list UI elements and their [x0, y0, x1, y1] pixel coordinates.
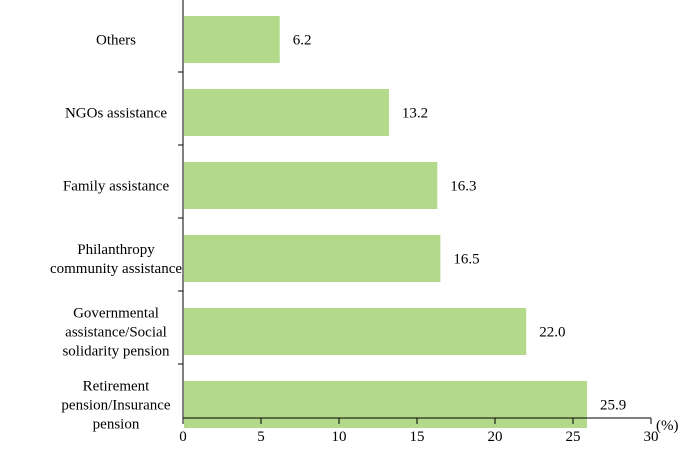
value-label-2: 16.3	[450, 179, 476, 195]
x-tick-label-6: 30	[644, 429, 659, 445]
x-tick-label-1: 5	[257, 429, 265, 445]
category-label-1: NGOs assistance	[65, 106, 167, 122]
bar-4	[184, 308, 527, 355]
x-tick-label-4: 20	[488, 429, 503, 445]
value-label-4: 22.0	[539, 325, 565, 341]
value-label-1: 13.2	[402, 106, 428, 122]
category-label-5: Retirement pension/Insurance pension	[61, 379, 170, 433]
bar-5	[184, 381, 588, 428]
bar-2	[184, 162, 438, 209]
axes	[178, 0, 652, 424]
x-tick-label-2: 10	[332, 429, 347, 445]
value-label-0: 6.2	[293, 33, 312, 49]
category-label-4: Governmental assistance/Social solidarity …	[62, 306, 170, 360]
category-label-0: Others	[96, 33, 136, 49]
value-label-5: 25.9	[600, 398, 626, 414]
x-tick-label-0: 0	[179, 429, 187, 445]
category-label-3: Philanthropy community assistance	[50, 242, 182, 277]
category-label-2: Family assistance	[63, 179, 170, 195]
x-tick-label-5: 25	[566, 429, 581, 445]
bar-0	[184, 16, 280, 63]
bar-1	[184, 89, 389, 136]
x-tick-label-3: 15	[410, 429, 425, 445]
bar-3	[184, 235, 441, 282]
labels-layer: 6.2 Others 13.2 NGOs assistance 16.3 Family a…	[50, 33, 679, 446]
value-label-3: 16.5	[453, 252, 479, 268]
x-unit-label: (%)	[656, 418, 679, 434]
bars-layer	[184, 16, 588, 428]
